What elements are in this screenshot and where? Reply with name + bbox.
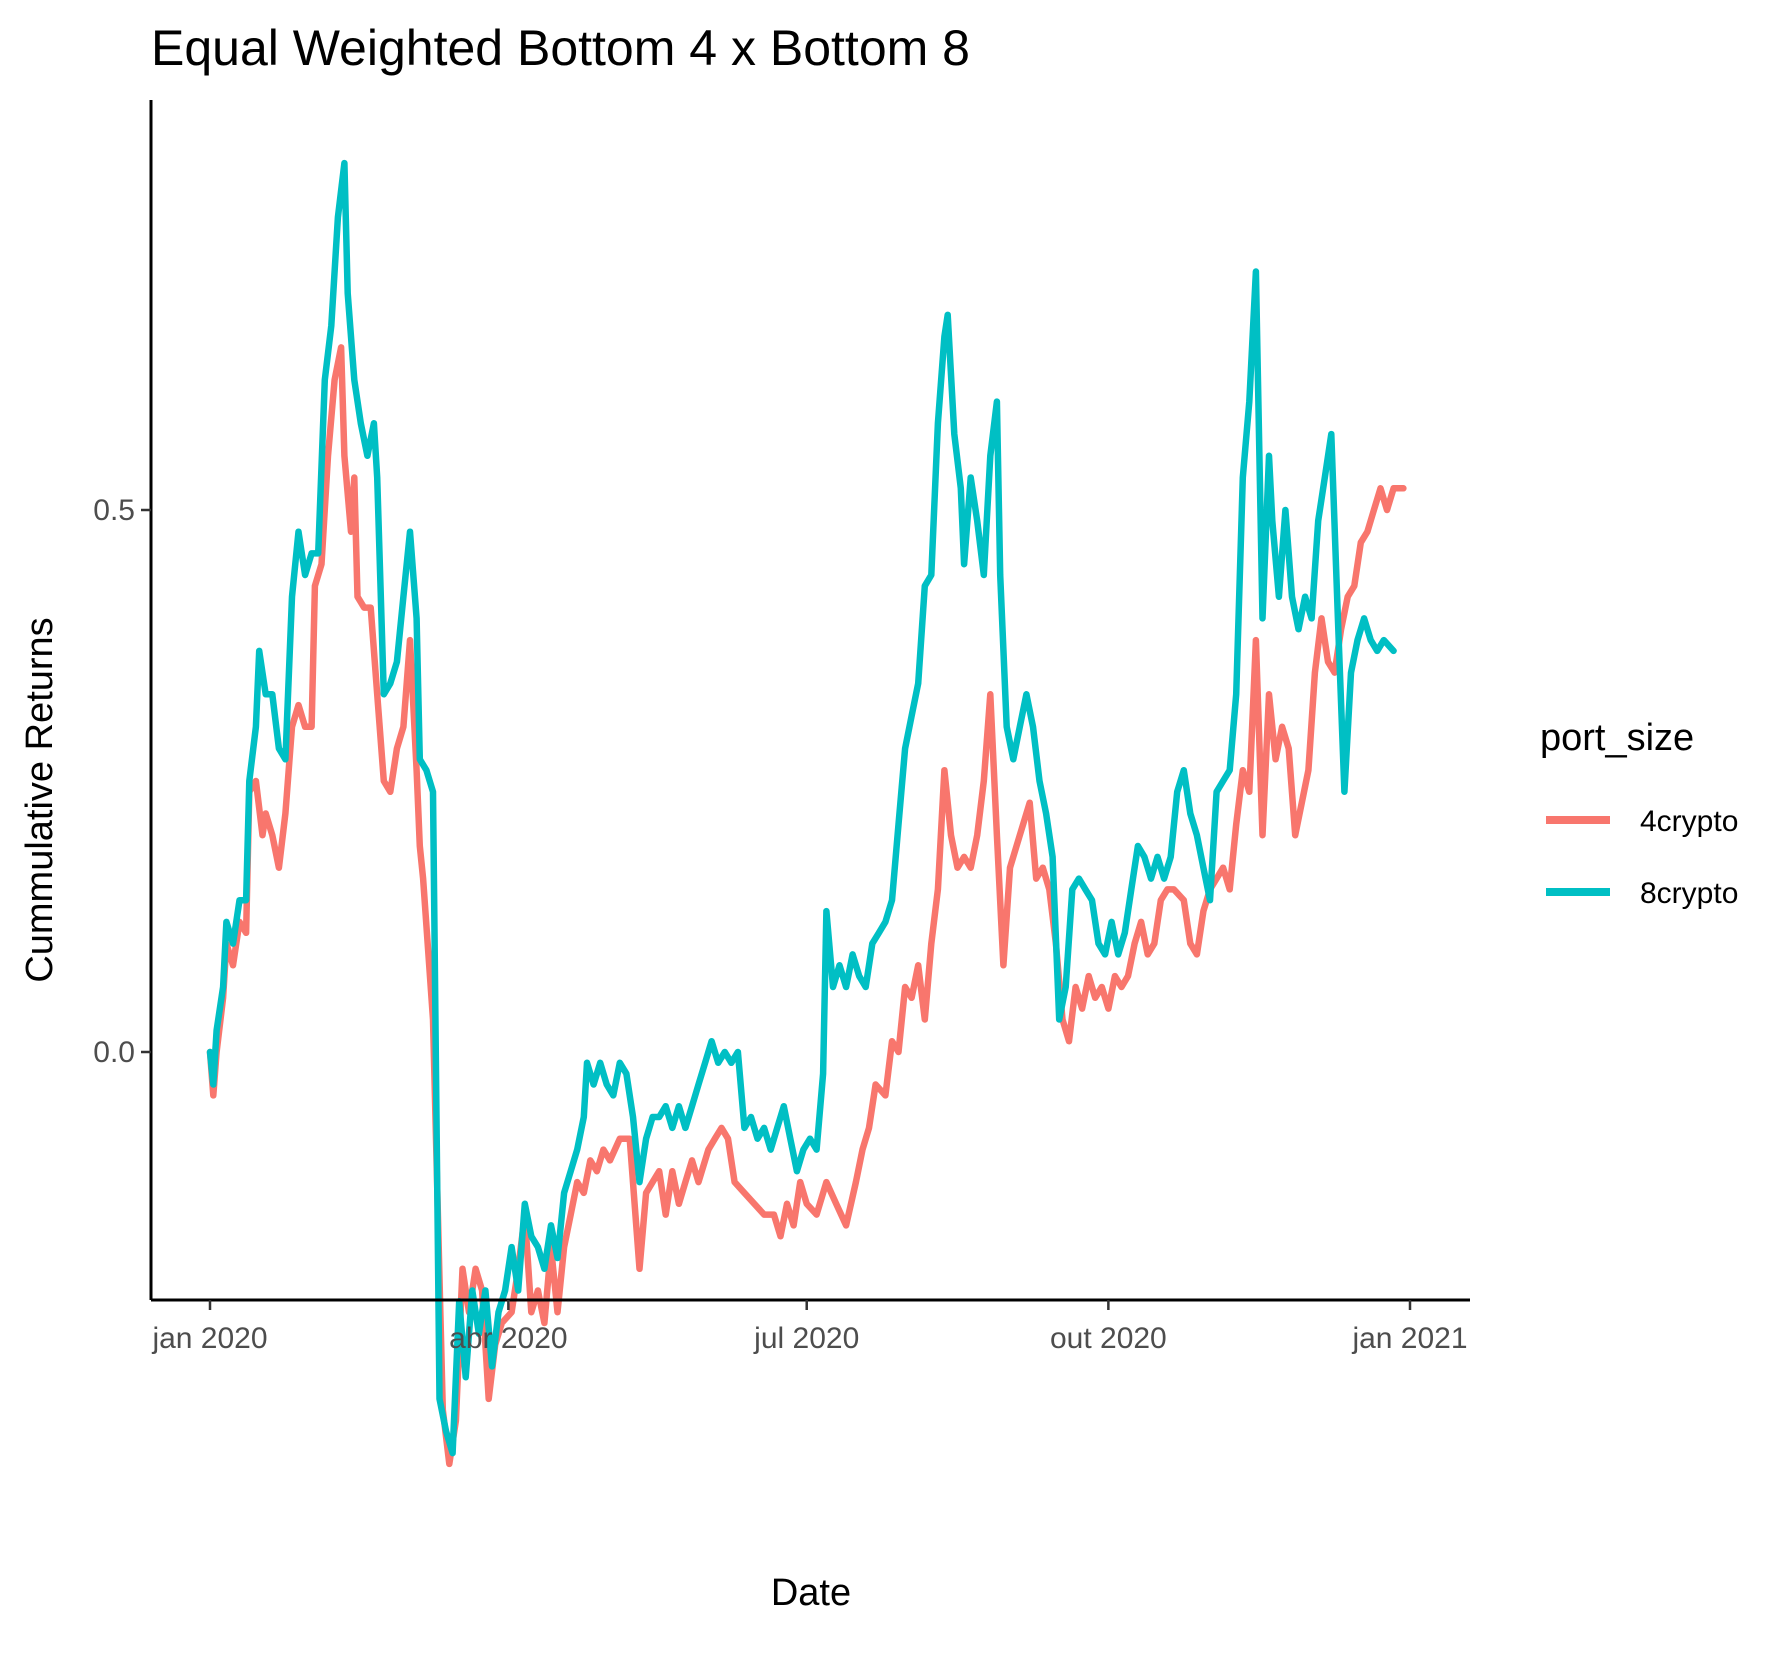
- x-tick-label: jan 2021: [1351, 1322, 1467, 1355]
- legend-label-8crypto: 8crypto: [1640, 877, 1738, 910]
- y-axis-title: Cummulative Returns: [19, 617, 61, 982]
- x-tick-label: out 2020: [1050, 1322, 1167, 1355]
- y-tick-label: 0.5: [93, 494, 135, 527]
- legend-title: port_size: [1540, 717, 1694, 759]
- legend: port_size 4crypto 8crypto: [1540, 717, 1738, 910]
- y-axis-ticks: 0.0 0.5: [93, 494, 151, 1069]
- x-tick-label: jan 2020: [151, 1322, 267, 1355]
- legend-items: 4crypto 8crypto: [1546, 805, 1738, 910]
- x-tick-label: jul 2020: [753, 1322, 859, 1355]
- x-axis-title: Date: [771, 1572, 851, 1614]
- x-tick-label: abr 2020: [449, 1322, 567, 1355]
- y-tick-label: 0.0: [93, 1036, 135, 1069]
- x-axis-ticks: jan 2020 abr 2020 jul 2020 out 2020 jan 2021: [151, 1300, 1468, 1355]
- legend-label-4crypto: 4crypto: [1640, 805, 1738, 838]
- series-layer: [206, 159, 1407, 1468]
- series-line-8crypto: [206, 159, 1397, 1457]
- chart-title: Equal Weighted Bottom 4 x Bottom 8: [151, 20, 970, 76]
- plot-area: 0.00.5 jan 2020 abr 2020 jul 2020 out 2020 j…: [93, 100, 1470, 1468]
